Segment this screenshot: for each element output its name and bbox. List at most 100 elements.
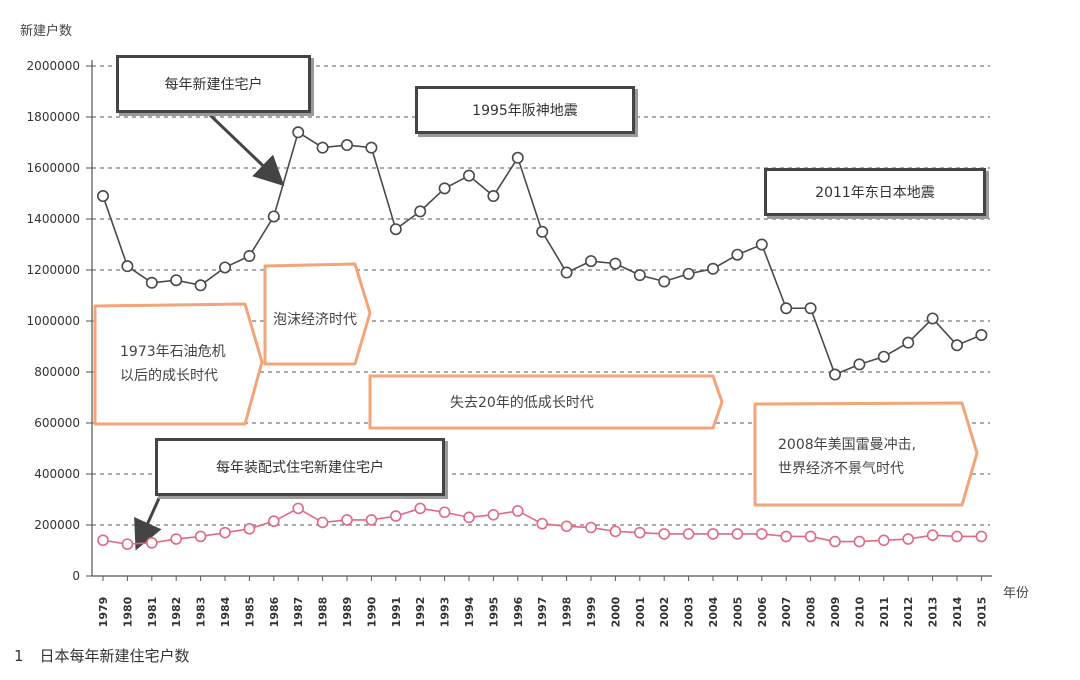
main-data-point (780, 302, 793, 315)
prefab-data-point (975, 530, 988, 543)
main-data-point (462, 169, 475, 182)
prefab-data-point (438, 506, 451, 519)
prefab-data-point (243, 523, 256, 535)
x-tick-label: 2002 (658, 597, 671, 628)
phase-label: 泡沫经济时代 (273, 312, 357, 328)
prefab-data-point (877, 534, 890, 547)
prefab-data-point (365, 514, 378, 526)
annotation-2011-quake: 2011年东日本地震 (764, 168, 986, 216)
x-tick-label: 1981 (146, 597, 159, 628)
x-tick-label: 2009 (829, 597, 842, 628)
phase-label: 以后的成长时代 (120, 368, 218, 384)
y-tick-label: 600000 (34, 416, 80, 430)
main-data-point (706, 262, 719, 275)
annotation-main-series: 每年新建住宅户 (116, 55, 311, 113)
prefab-data-point (658, 528, 671, 540)
prefab-data-point (487, 508, 500, 521)
main-data-point (194, 279, 207, 292)
main-data-point (926, 312, 939, 325)
y-tick-label: 1400000 (27, 212, 80, 226)
x-tick-label: 1987 (292, 597, 305, 628)
x-tick-label: 2013 (927, 597, 940, 628)
x-tick-label: 1986 (268, 596, 281, 627)
prefab-data-point (316, 516, 329, 529)
prefab-data-point (853, 535, 866, 548)
prefab-data-point (414, 502, 427, 515)
y-tick-label: 1600000 (27, 161, 80, 175)
main-data-point (414, 205, 427, 218)
prefab-data-point (926, 529, 939, 542)
x-tick-label: 1988 (317, 597, 330, 628)
prefab-data-point (267, 515, 280, 527)
x-tick-label: 2005 (731, 597, 744, 628)
prefab-data-point (170, 533, 182, 545)
x-tick-label: 2015 (975, 597, 988, 628)
x-tick-label: 1984 (219, 596, 232, 627)
y-tick-label: 0 (72, 569, 80, 583)
y-tick-label: 400000 (34, 467, 80, 481)
phase-label: 1973年石油危机 (120, 344, 226, 360)
y-tick-label: 1000000 (27, 314, 80, 328)
main-data-point (292, 126, 305, 139)
x-tick-label: 2000 (609, 596, 622, 627)
x-tick-label: 2001 (634, 597, 647, 628)
main-data-point (584, 255, 597, 268)
phase-arrow-shape (753, 401, 979, 507)
prefab-data-point (463, 511, 475, 524)
prefab-data-point (682, 528, 695, 540)
phase-arrow-shape (263, 262, 372, 366)
x-tick-label: 2003 (683, 597, 696, 628)
prefab-data-point (780, 530, 793, 543)
main-data-point (536, 225, 549, 238)
prefab-data-point (951, 530, 963, 543)
x-axis-title: 年份 (1003, 586, 1030, 601)
figure-caption: 1 日本每年新建住宅户数 (14, 645, 190, 666)
prefab-data-point (389, 510, 402, 522)
prefab-data-point (560, 520, 573, 533)
x-tick-label: 1997 (536, 597, 549, 628)
main-data-point (121, 260, 134, 273)
main-data-point (219, 261, 232, 274)
y-tick-label: 1200000 (27, 263, 80, 277)
main-data-point (853, 358, 866, 371)
annotation-1995-quake: 1995年阪神地震 (415, 86, 635, 134)
phase-label: 世界经济不景气时代 (778, 461, 904, 477)
x-tick-label: 2010 (853, 596, 866, 627)
phase-label: 2008年美国雷曼冲击, (778, 437, 916, 453)
arrow-prefab-series (134, 495, 162, 551)
main-data-point (340, 139, 353, 152)
main-data-point (804, 302, 817, 315)
main-data-point (487, 190, 500, 203)
prefab-data-point (219, 526, 231, 539)
y-tick-label: 2000000 (27, 59, 80, 73)
x-tick-label: 1980 (121, 596, 134, 627)
main-data-point (438, 182, 451, 195)
figure-title: 日本每年新建住宅户数 (39, 647, 190, 665)
prefab-data-point (146, 537, 158, 549)
main-data-point (145, 276, 158, 289)
main-data-point (267, 210, 280, 223)
prefab-data-point (609, 525, 622, 538)
annotation-prefab-series: 每年装配式住宅新建住宅户 (155, 438, 445, 496)
x-tick-label: 1990 (365, 596, 378, 627)
x-tick-label: 2006 (756, 596, 769, 627)
main-data-point (682, 267, 695, 280)
x-tick-label: 1985 (243, 597, 256, 628)
x-tick-label: 1989 (341, 597, 354, 628)
x-tick-label: 2007 (780, 597, 793, 628)
phase-lost-decades: 失去20年的低成长时代 (368, 374, 724, 430)
main-data-point (975, 329, 988, 342)
prefab-data-point (707, 528, 719, 540)
prefab-data-point (511, 505, 524, 517)
prefab-data-point (731, 528, 744, 540)
x-tick-label: 1999 (585, 597, 598, 628)
x-tick-label: 1998 (561, 597, 574, 628)
main-data-point (877, 350, 890, 363)
main-data-point (97, 190, 110, 203)
x-tick-label: 1983 (195, 597, 208, 628)
x-tick-label: 1996 (512, 596, 525, 627)
main-data-point (902, 336, 915, 349)
